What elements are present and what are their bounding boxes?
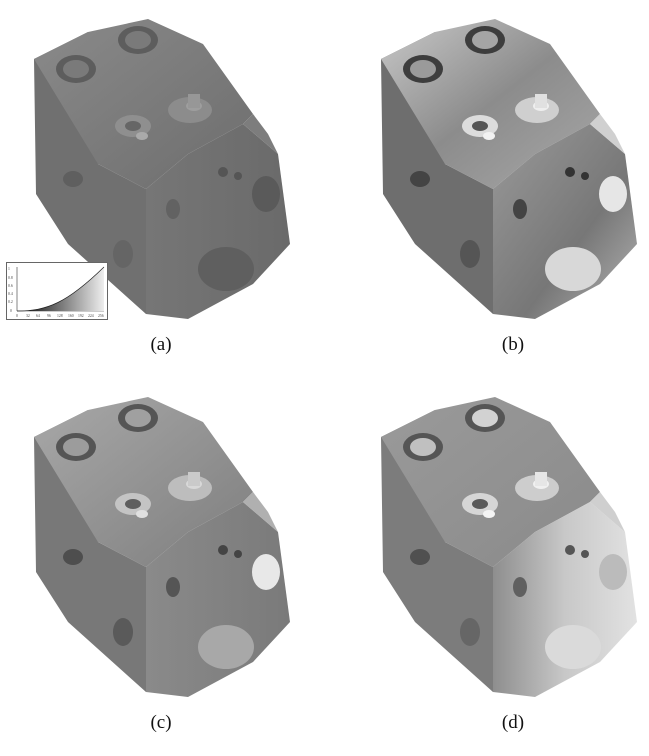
transfer-function-inset: 1 0.8 0.6 0.4 0.2 0 0 32 64 96 128 160 1…	[6, 262, 108, 320]
tf-x-tick: 64	[36, 314, 40, 318]
panel-b-render	[375, 14, 645, 329]
tf-x-tick: 192	[78, 314, 84, 318]
tf-x-tick: 128	[57, 314, 63, 318]
tf-x-tick: 0	[16, 314, 18, 318]
tf-x-tick: 224	[88, 314, 94, 318]
tf-y-tick: 0.6	[8, 284, 13, 288]
engine-block-render-b	[381, 19, 637, 319]
engine-block-render-a	[34, 19, 290, 319]
tf-x-tick: 256	[98, 314, 104, 318]
tf-x-tick: 96	[47, 314, 51, 318]
tf-y-tick: 0.2	[8, 300, 13, 304]
tf-y-tick: 1	[8, 267, 10, 271]
caption-b: (b)	[501, 334, 525, 355]
transfer-function-plot: 1 0.8 0.6 0.4 0.2 0 0 32 64 96 128 160 1…	[8, 266, 105, 318]
caption-a: (a)	[150, 334, 172, 355]
caption-c: (c)	[150, 712, 172, 733]
panel-a-render	[28, 14, 298, 329]
tf-y-tick: 0.8	[8, 276, 13, 280]
panel-c-render	[28, 392, 298, 707]
engine-block-render-c	[34, 397, 290, 697]
tf-y-tick: 0	[10, 309, 12, 313]
engine-block-render-d	[381, 397, 637, 697]
tf-x-tick: 32	[26, 314, 30, 318]
panel-d-render	[375, 392, 645, 707]
caption-d: (d)	[501, 712, 525, 733]
tf-y-tick: 0.4	[8, 292, 13, 296]
tf-x-tick: 160	[68, 314, 74, 318]
